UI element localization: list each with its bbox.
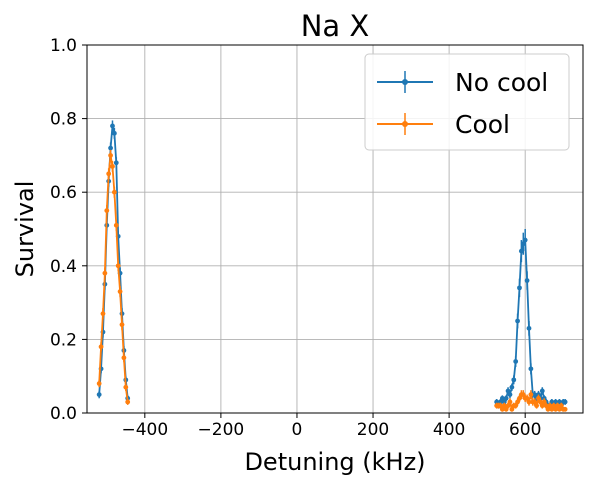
data-point xyxy=(558,403,564,409)
x-tick-label: 400 xyxy=(433,420,465,440)
data-point xyxy=(534,403,539,409)
legend-marker xyxy=(402,121,408,127)
data-point xyxy=(528,392,534,397)
chart-title: Na X xyxy=(301,9,370,43)
series-line xyxy=(98,154,129,403)
y-axis-title: Survival xyxy=(11,181,39,278)
data-point xyxy=(110,123,115,129)
x-tick-label: 600 xyxy=(509,420,541,440)
data-point xyxy=(513,359,519,364)
legend-marker xyxy=(402,79,408,85)
data-point xyxy=(509,384,515,390)
data-point xyxy=(528,366,534,372)
legend: No cool Cool xyxy=(364,53,570,151)
y-tick-label: 0.2 xyxy=(50,330,77,350)
legend-label: Cool xyxy=(455,110,510,139)
data-point xyxy=(551,403,557,409)
series-cool xyxy=(96,149,568,412)
series-line xyxy=(495,239,566,407)
plot-frame xyxy=(86,44,584,414)
data-point xyxy=(111,130,117,136)
data-point xyxy=(119,322,125,328)
data-point xyxy=(526,325,532,331)
x-tick-label: −400 xyxy=(121,420,168,440)
legend-box xyxy=(364,53,570,151)
data-point xyxy=(108,153,113,158)
data-point xyxy=(524,278,530,283)
data-point xyxy=(562,406,568,412)
data-point xyxy=(522,237,528,243)
data-point xyxy=(526,399,532,405)
data-point xyxy=(113,222,119,228)
data-point xyxy=(501,403,507,409)
data-point xyxy=(123,384,129,390)
data-point xyxy=(102,270,108,276)
legend-label: No cool xyxy=(455,68,548,97)
data-point xyxy=(106,171,112,177)
data-point xyxy=(108,145,113,151)
data-point xyxy=(104,208,110,214)
data-point xyxy=(511,377,517,383)
data-point xyxy=(117,289,123,294)
data-point xyxy=(96,392,102,397)
data-point xyxy=(547,403,553,409)
x-axis-title: Detuning (kHz) xyxy=(244,448,425,476)
series-no-cool xyxy=(96,120,568,409)
data-point xyxy=(125,399,131,405)
data-point xyxy=(113,160,119,166)
x-tick-label: −200 xyxy=(198,420,245,440)
data-point xyxy=(115,263,121,269)
data-point xyxy=(507,392,513,397)
plot-area xyxy=(96,120,568,412)
x-tick-label: 200 xyxy=(357,420,389,440)
data-point xyxy=(539,388,545,394)
y-tick-label: 0.0 xyxy=(50,404,77,424)
y-tick-label: 0.6 xyxy=(50,183,77,203)
data-point xyxy=(110,164,115,169)
data-point xyxy=(100,311,106,317)
data-point xyxy=(111,189,117,195)
data-point xyxy=(503,395,509,401)
x-tick-label: 0 xyxy=(292,420,303,440)
data-point xyxy=(562,399,568,405)
axis-ticks: −400 −200 0 200 400 600 0.0 0.2 0.4 0.6 0.8 1.0 xyxy=(50,36,541,440)
data-point xyxy=(517,285,522,291)
data-point xyxy=(498,403,503,409)
y-tick-label: 0.4 xyxy=(50,257,77,277)
data-point xyxy=(507,399,513,405)
data-point xyxy=(543,403,549,409)
data-point xyxy=(555,403,560,409)
data-point xyxy=(515,318,520,324)
y-tick-label: 0.8 xyxy=(50,110,77,130)
y-tick-label: 1.0 xyxy=(50,36,77,56)
data-point xyxy=(96,381,102,386)
data-point xyxy=(98,344,104,350)
data-point xyxy=(121,355,127,361)
